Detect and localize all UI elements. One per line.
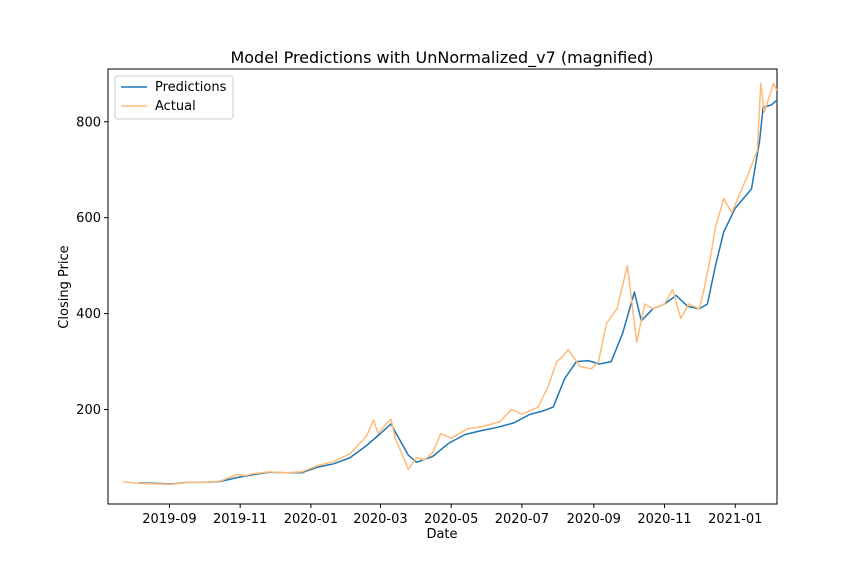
series-layer	[123, 82, 778, 486]
plot-area	[107, 68, 778, 505]
series-line-actual	[123, 82, 778, 486]
x-tick-label: 2020-07	[495, 512, 549, 527]
x-tick-label: 2020-01	[284, 512, 338, 527]
y-tick-label: 800	[76, 115, 101, 130]
legend-label-predictions: Predictions	[155, 80, 227, 95]
x-tick-label: 2020-09	[567, 512, 621, 527]
x-axis: 2019-09 2019-11 2020-01 2020-03 2020-05 2020-…	[142, 504, 762, 527]
y-axis-label: Closing Price	[57, 245, 72, 328]
legend: Predictions Actual	[114, 75, 234, 120]
chart-title: Model Predictions with UnNormalized_v7 (…	[230, 48, 653, 68]
y-axis: 200 400 600 800	[76, 115, 108, 418]
x-tick-label: 2019-09	[142, 512, 196, 527]
x-tick-label: 2021-01	[708, 512, 762, 527]
legend-label-actual: Actual	[155, 99, 196, 114]
x-tick-label: 2020-05	[424, 512, 478, 527]
y-tick-label: 600	[76, 211, 101, 226]
x-tick-label: 2020-11	[637, 512, 691, 527]
y-tick-label: 200	[76, 403, 101, 418]
plot-frame	[107, 68, 778, 505]
x-axis-label: Date	[426, 527, 457, 542]
x-tick-label: 2019-11	[213, 512, 267, 527]
y-tick-label: 400	[76, 307, 101, 322]
x-tick-label: 2020-03	[353, 512, 407, 527]
